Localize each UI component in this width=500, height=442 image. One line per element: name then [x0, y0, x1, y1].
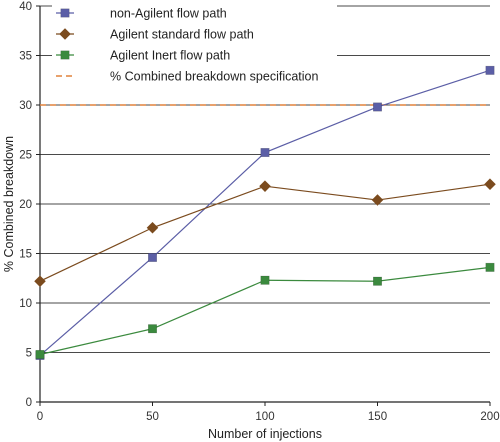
legend-label-4: % Combined breakdown specification	[110, 70, 318, 84]
data-point-s1-150	[372, 102, 382, 112]
data-point-s1-200	[485, 65, 495, 75]
legend-label-2: Agilent standard flow path	[110, 28, 254, 42]
legend-label-1: non-Agilent flow path	[110, 7, 227, 21]
series-group	[34, 65, 496, 360]
x-tick-label-0: 0	[37, 411, 43, 423]
data-point-s1-100	[260, 148, 270, 158]
legend-item-3: Agilent Inert flow path	[56, 49, 230, 63]
series-line-1	[39, 69, 491, 356]
y-tick-label-35: 35	[19, 51, 32, 63]
legend-item-1: non-Agilent flow path	[56, 7, 227, 21]
data-point-s3-50	[148, 324, 158, 334]
y-axis-title: % Combined breakdown	[2, 136, 16, 272]
series-3	[35, 262, 495, 359]
y-tick-label-20: 20	[19, 199, 32, 211]
data-point-s2-100	[259, 180, 271, 192]
legend-label-3: Agilent Inert flow path	[110, 49, 230, 63]
legend-background	[52, 2, 337, 90]
data-point-s3-0	[35, 349, 45, 359]
x-axis-title: Number of injections	[208, 427, 322, 441]
y-tick-label-0: 0	[26, 397, 32, 409]
y-tick-label-15: 15	[19, 249, 32, 261]
legend-swatch-marker	[59, 28, 71, 40]
data-point-s1-50	[148, 252, 158, 262]
data-point-s2-200	[484, 178, 496, 190]
data-point-s3-200	[485, 262, 495, 272]
data-point-s2-150	[371, 194, 384, 206]
series-1	[35, 65, 495, 360]
series-line-2	[39, 183, 491, 282]
data-point-s2-50	[146, 221, 159, 234]
axes	[36, 5, 491, 406]
y-tick-label-10: 10	[19, 298, 32, 310]
legend-swatch-marker	[60, 8, 70, 18]
data-point-s3-100	[260, 275, 270, 285]
data-point-s3-150	[372, 276, 382, 286]
legend: non-Agilent flow path Agilent standard fl…	[52, 2, 337, 90]
data-point-s2-0	[34, 275, 46, 287]
y-tick-label-40: 40	[19, 1, 32, 13]
y-tick-label-5: 5	[26, 348, 32, 360]
x-tick-label-50: 50	[146, 411, 159, 423]
legend-item-2: Agilent standard flow path	[56, 28, 254, 42]
y-tick-label-30: 30	[19, 100, 32, 112]
y-tick-label-25: 25	[19, 150, 32, 162]
x-tick-label-200: 200	[480, 411, 499, 423]
tick-labels: 0 5 10 15 20 25 30 35 40 0 50 100 150 200	[19, 1, 499, 423]
series-2	[34, 178, 496, 287]
x-tick-label-150: 150	[368, 411, 387, 423]
legend-swatch-marker	[60, 50, 70, 60]
x-tick-label-100: 100	[255, 411, 274, 423]
legend-item-4: % Combined breakdown specification	[56, 70, 318, 84]
